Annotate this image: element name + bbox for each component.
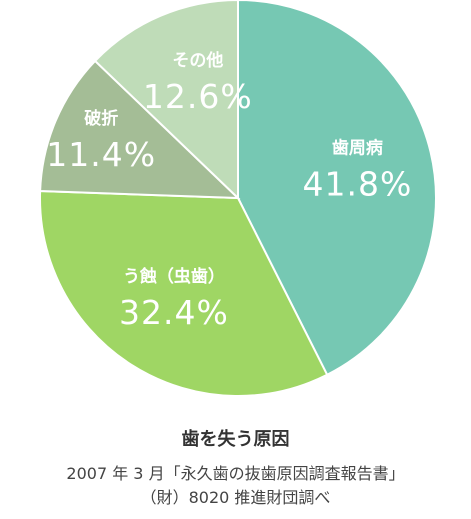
slice-value-other: 12.6% xyxy=(143,77,253,116)
slice-value-fracture: 11.4% xyxy=(46,135,156,174)
slice-label-fracture: 破折 xyxy=(84,108,118,129)
slice-label-other: その他 xyxy=(172,50,223,71)
slice-label-dental-caries: う蝕（虫歯） xyxy=(123,266,225,287)
pie-slice-dental-caries xyxy=(39,189,329,397)
pie-chart: 歯周病 41.8% う蝕（虫歯） 32.4% 破折 11.4% その他 12.6% xyxy=(39,0,438,397)
source-line-2: （財）8020 推進財団調べ xyxy=(140,488,331,507)
slice-value-periodontal-disease: 41.8% xyxy=(303,165,413,204)
chart-title: 歯を失う原因 xyxy=(181,429,290,450)
slice-label-periodontal-disease: 歯周病 xyxy=(332,138,383,159)
pie-slice-other xyxy=(93,0,239,201)
pie-slice-fracture xyxy=(39,59,241,200)
slice-value-dental-caries: 32.4% xyxy=(119,293,229,332)
pie-slice-periodontal-disease xyxy=(237,0,438,377)
source-line-1: 2007 年 3 月「永久歯の抜歯原因調査報告書」 xyxy=(66,464,405,483)
